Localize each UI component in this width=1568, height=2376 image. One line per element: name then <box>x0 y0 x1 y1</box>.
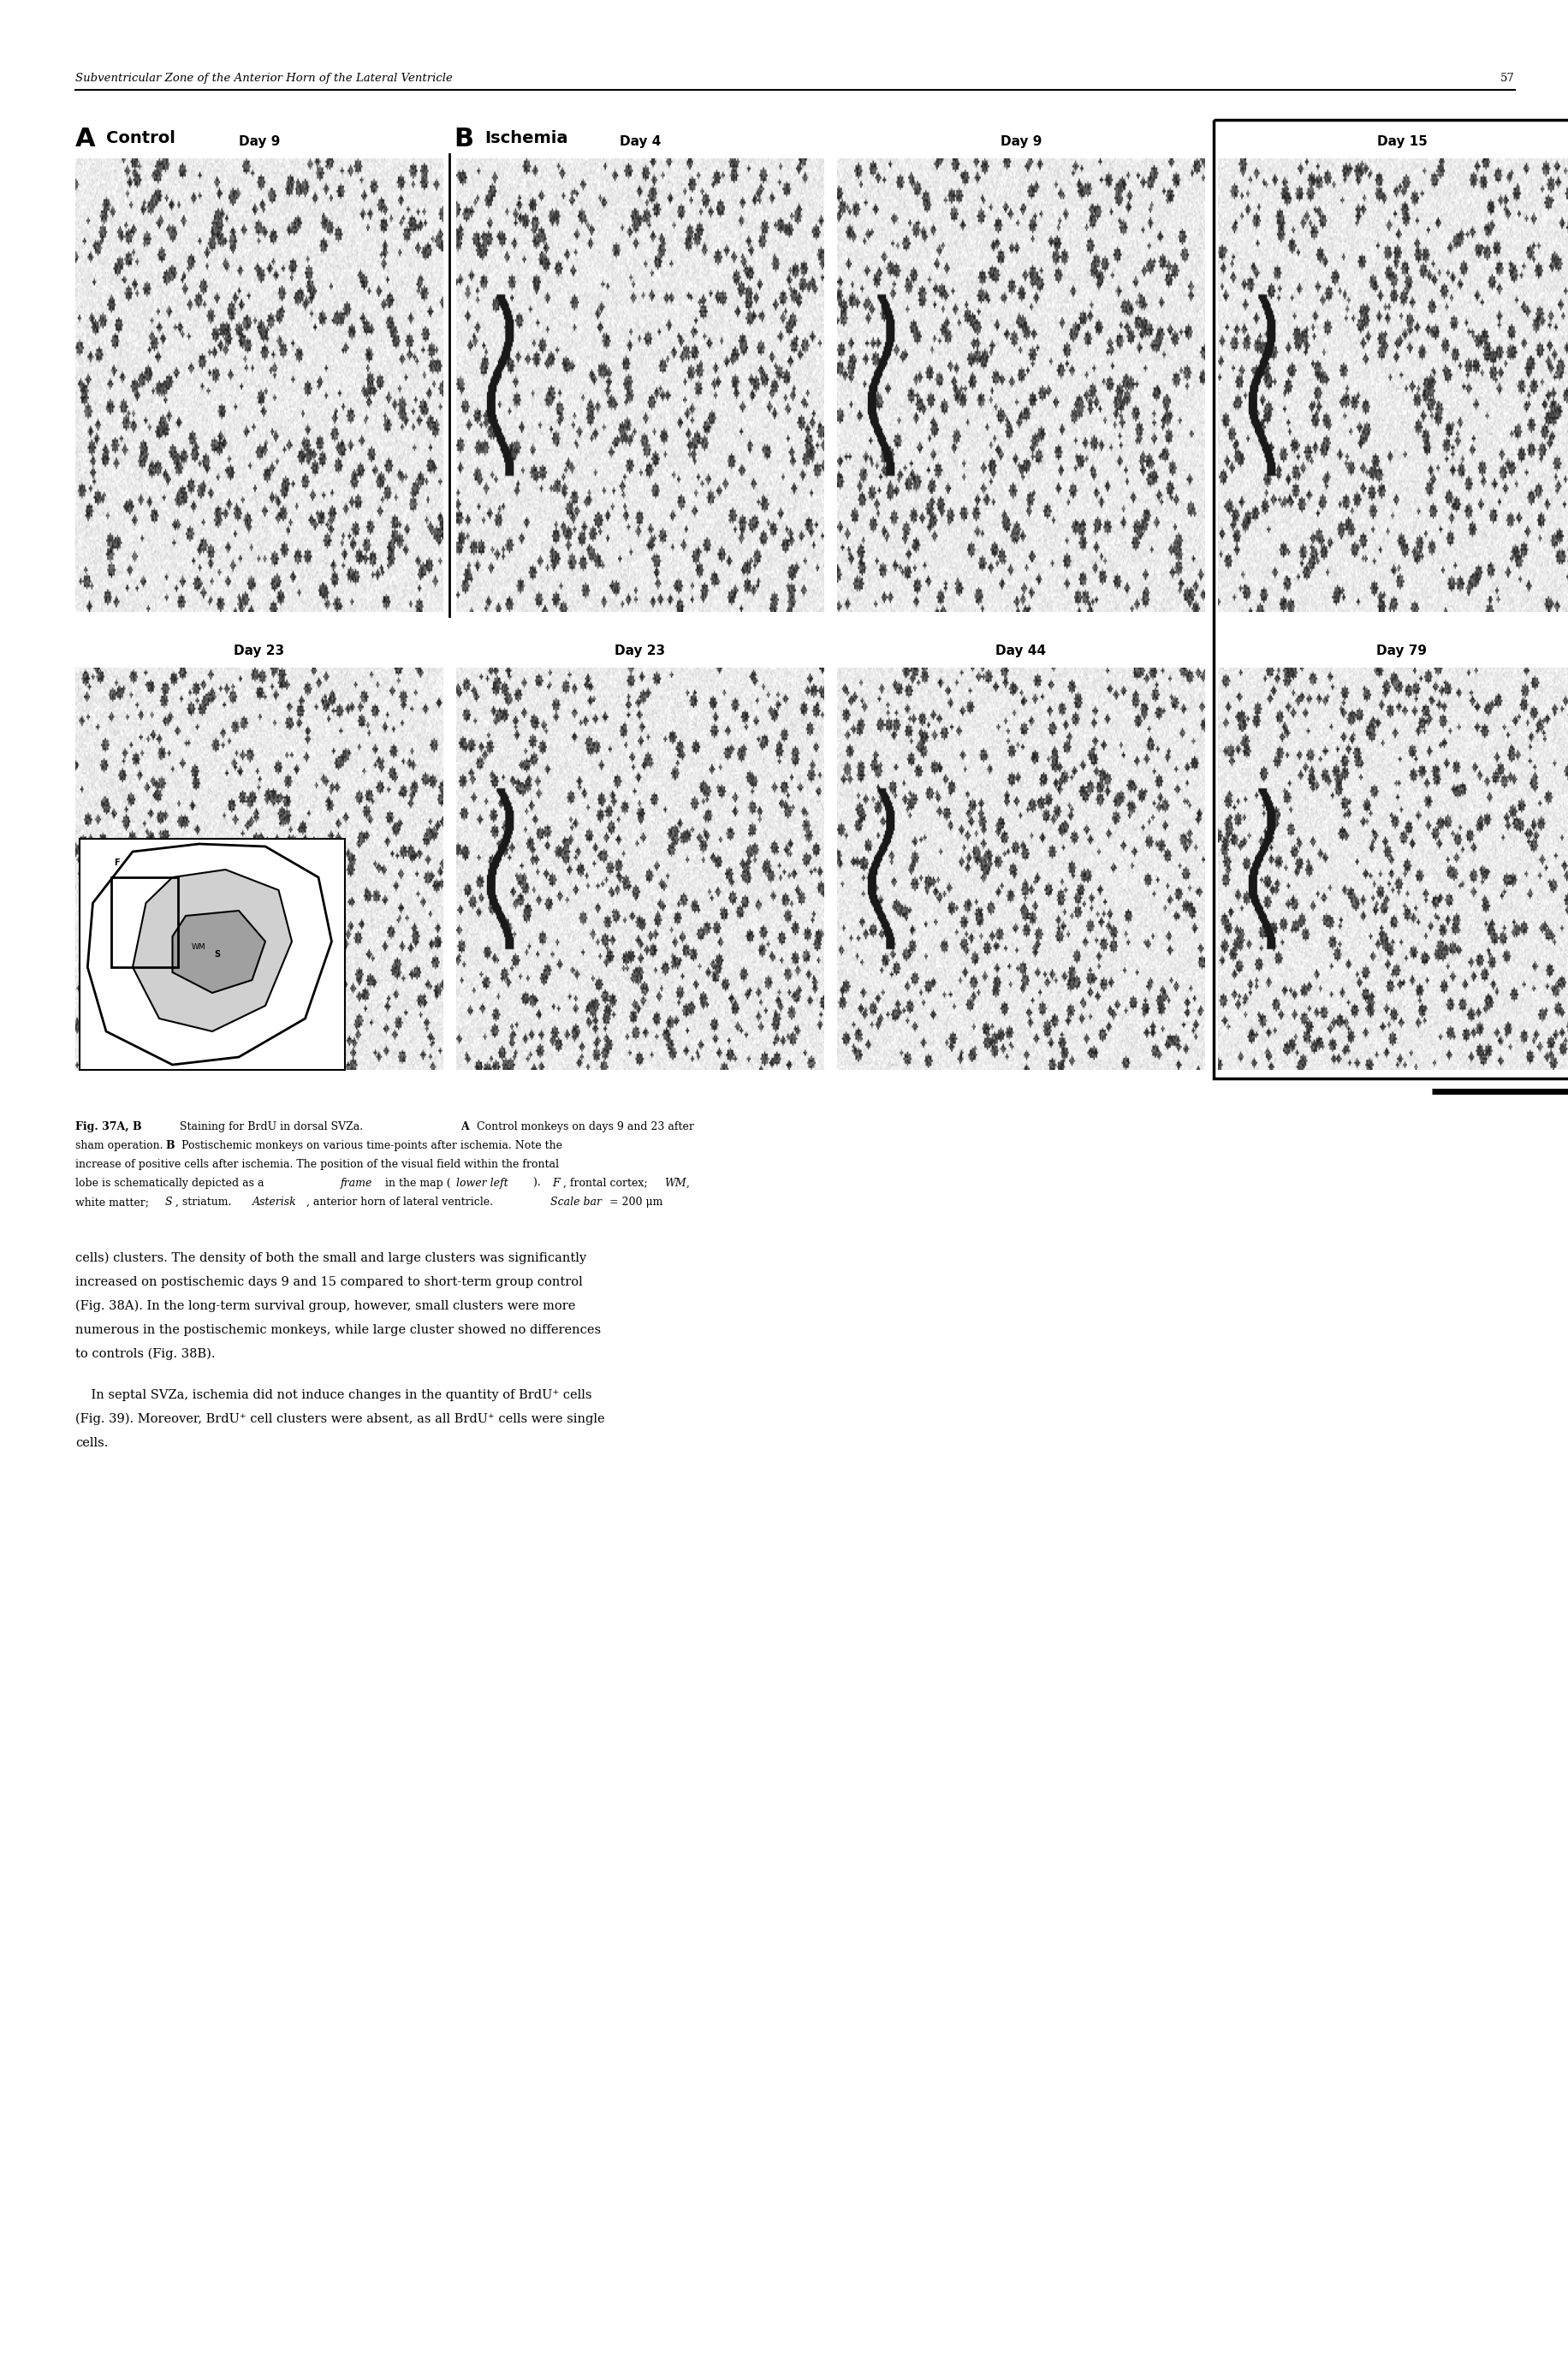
Text: Scale bar: Scale bar <box>550 1198 602 1207</box>
Text: Day 9: Day 9 <box>1000 135 1041 147</box>
Text: WM: WM <box>191 943 205 950</box>
Text: cells) clusters. The density of both the small and large clusters was significan: cells) clusters. The density of both the… <box>75 1252 586 1264</box>
Text: , striatum.: , striatum. <box>176 1198 235 1207</box>
Text: S: S <box>1286 537 1297 551</box>
Text: Subventricular Zone of the Anterior Horn of the Lateral Ventricle: Subventricular Zone of the Anterior Horn… <box>75 74 453 83</box>
Text: ,: , <box>687 1178 690 1188</box>
Text: S: S <box>165 1198 172 1207</box>
Text: lobe is schematically depicted as a: lobe is schematically depicted as a <box>75 1178 267 1188</box>
Text: S: S <box>524 537 536 551</box>
Text: Day 9: Day 9 <box>238 135 279 147</box>
Text: WM: WM <box>1256 715 1283 727</box>
Text: *: * <box>1261 836 1273 860</box>
Text: WM: WM <box>114 715 141 727</box>
Text: Day 23: Day 23 <box>234 644 284 658</box>
Text: to controls (Fig. 38B).: to controls (Fig. 38B). <box>75 1347 215 1361</box>
Text: S: S <box>144 537 155 551</box>
Text: *: * <box>80 836 93 860</box>
Text: Asterisk: Asterisk <box>252 1198 296 1207</box>
Text: Day 4: Day 4 <box>619 135 660 147</box>
Text: , anterior horn of lateral ventricle.: , anterior horn of lateral ventricle. <box>306 1198 495 1207</box>
Text: S: S <box>905 537 916 551</box>
Text: frame: frame <box>340 1178 373 1188</box>
Polygon shape <box>172 910 265 993</box>
Text: B: B <box>453 126 474 152</box>
Text: *: * <box>464 337 477 361</box>
Text: (Fig. 38A). In the long-term survival group, however, small clusters were more: (Fig. 38A). In the long-term survival gr… <box>75 1300 575 1312</box>
Text: Postischemic monkeys on various time-points after ischemia. Note the: Postischemic monkeys on various time-poi… <box>177 1140 561 1152</box>
Text: in the map (: in the map ( <box>381 1178 450 1188</box>
Text: *: * <box>491 836 503 860</box>
Text: *: * <box>870 836 883 860</box>
Text: *: * <box>840 337 853 361</box>
Text: F: F <box>114 858 119 867</box>
Text: WM: WM <box>875 204 903 219</box>
Text: Control monkeys on days 9 and 23 after: Control monkeys on days 9 and 23 after <box>474 1121 693 1133</box>
Text: cells.: cells. <box>75 1437 108 1449</box>
Text: ).: ). <box>533 1178 544 1188</box>
Text: increased on postischemic days 9 and 15 compared to short-term group control: increased on postischemic days 9 and 15 … <box>75 1276 582 1288</box>
Text: WM: WM <box>663 1178 685 1188</box>
Text: Ischemia: Ischemia <box>485 131 568 147</box>
Text: Day 15: Day 15 <box>1377 135 1427 147</box>
Text: white matter;: white matter; <box>75 1198 152 1207</box>
Text: sham operation.: sham operation. <box>75 1140 166 1152</box>
Text: WM: WM <box>494 715 522 727</box>
Text: B: B <box>165 1140 174 1152</box>
Text: 57: 57 <box>1499 74 1515 83</box>
Text: Staining for BrdU in dorsal SVZa.: Staining for BrdU in dorsal SVZa. <box>176 1121 367 1133</box>
Text: (Fig. 39). Moreover, BrdU⁺ cell clusters were absent, as all BrdU⁺ cells were si: (Fig. 39). Moreover, BrdU⁺ cell clusters… <box>75 1414 605 1426</box>
Polygon shape <box>133 870 292 1031</box>
Text: A: A <box>461 1121 469 1133</box>
Text: A: A <box>75 126 96 152</box>
Text: Day 23: Day 23 <box>615 644 665 658</box>
Text: WM: WM <box>114 204 141 219</box>
Text: *: * <box>1264 337 1276 361</box>
Text: S: S <box>922 1010 933 1026</box>
Text: S: S <box>1303 1010 1314 1026</box>
Text: lower left: lower left <box>456 1178 508 1188</box>
Text: WM: WM <box>1256 204 1283 219</box>
Text: WM: WM <box>494 204 522 219</box>
Text: In septal SVZa, ischemia did not induce changes in the quantity of BrdU⁺ cells: In septal SVZa, ischemia did not induce … <box>75 1390 591 1402</box>
Text: *: * <box>80 337 93 361</box>
Text: , frontal cortex;: , frontal cortex; <box>563 1178 651 1188</box>
Text: F: F <box>552 1178 560 1188</box>
Text: numerous in the postischemic monkeys, while large cluster showed no differences: numerous in the postischemic monkeys, wh… <box>75 1323 601 1335</box>
Text: WM: WM <box>875 715 903 727</box>
Text: Control: Control <box>107 131 176 147</box>
Text: = 200 μm: = 200 μm <box>605 1198 662 1207</box>
Text: Fig. 37A, B: Fig. 37A, B <box>75 1121 141 1133</box>
Text: S: S <box>215 950 221 958</box>
Text: Day 79: Day 79 <box>1377 644 1427 658</box>
Text: S: S <box>541 1010 552 1026</box>
Bar <box>111 877 177 967</box>
Text: Day 44: Day 44 <box>996 644 1046 658</box>
Text: increase of positive cells after ischemia. The position of the visual field with: increase of positive cells after ischemi… <box>75 1159 558 1169</box>
